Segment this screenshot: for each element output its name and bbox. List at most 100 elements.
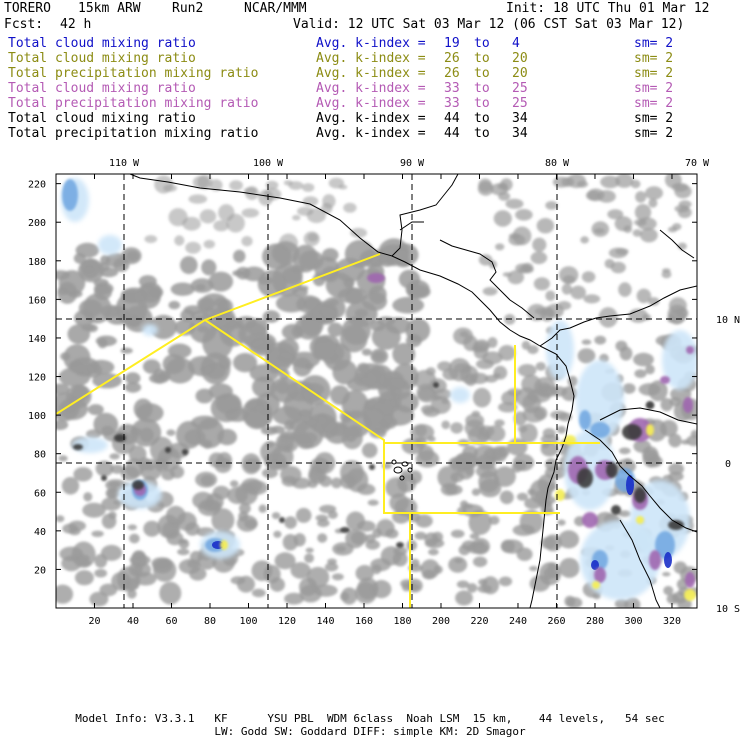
island-outline — [407, 467, 413, 473]
cloud-blob — [202, 440, 213, 449]
cloud-blob — [518, 265, 534, 274]
legend-field: Total cloud mixing ratio — [8, 51, 196, 66]
cloud-field — [56, 174, 697, 608]
legend-sm: sm= 2 — [634, 51, 674, 66]
cloud-blob — [677, 206, 692, 219]
cloud-blob — [58, 397, 88, 420]
cloud-blob — [552, 176, 571, 188]
cloud-blob — [197, 499, 221, 516]
y-tick-label: 120 — [28, 373, 46, 384]
cloud-blob — [604, 258, 615, 269]
dark-cloud-core — [279, 517, 285, 523]
cloud-blob — [471, 410, 481, 417]
cloud-blob — [533, 277, 551, 291]
cloud-blob — [668, 463, 685, 475]
x-tick-label: 100 — [239, 616, 257, 627]
cloud-blob — [139, 427, 154, 443]
legend-to: 25 — [512, 81, 528, 96]
cloud-blob — [284, 516, 297, 529]
cloud-blob — [508, 234, 526, 246]
domain-boundary — [204, 319, 560, 514]
cloud-blob — [540, 502, 553, 515]
cloud-blob — [261, 426, 278, 436]
x-tick-label: 280 — [586, 616, 604, 627]
cloud-blob — [378, 376, 403, 402]
cloud-blob — [645, 364, 655, 375]
cloud-blob — [275, 294, 307, 313]
cloud-blob — [283, 390, 314, 422]
cloud-blob — [183, 305, 203, 315]
cloud-blob — [142, 359, 161, 374]
cloud-blob — [530, 251, 548, 265]
cloud-blob — [556, 425, 567, 434]
coastline — [599, 407, 697, 425]
legend-sm: sm= 2 — [634, 111, 674, 126]
cloud-blob — [581, 271, 596, 283]
cloud-blob — [251, 588, 266, 598]
cloud-blob — [498, 191, 511, 201]
cloud-blob — [86, 429, 101, 440]
cloud-blob — [302, 183, 315, 192]
coastline — [129, 174, 459, 257]
cloud-blob — [357, 362, 370, 373]
purple-patch — [367, 273, 385, 283]
cloud-blob — [241, 236, 253, 247]
x-tick-label: 260 — [547, 616, 565, 627]
cloud-blob — [82, 502, 106, 518]
cloud-blob — [505, 198, 524, 209]
cloud-blob — [355, 565, 374, 582]
cloud-blob — [305, 547, 314, 553]
cloud-blob — [87, 404, 104, 416]
cloud-blob — [472, 556, 488, 568]
purple-patch — [582, 512, 598, 528]
cloud-blob — [73, 253, 86, 264]
cloud-blob — [478, 578, 488, 586]
cloud-blob — [263, 564, 281, 584]
light-blue-patch — [450, 387, 470, 403]
legend-from: 19 — [444, 36, 460, 51]
x-tick-label: 180 — [393, 616, 411, 627]
cloud-blob — [242, 397, 273, 430]
cloud-blob — [499, 490, 514, 505]
cloud-blob — [566, 597, 583, 608]
cloud-blob — [120, 347, 133, 354]
cloud-blob — [558, 530, 580, 549]
coastline — [391, 255, 541, 347]
cloud-blob — [638, 383, 661, 396]
cloud-blob — [262, 310, 280, 323]
cloud-blob — [467, 583, 478, 593]
dark-blue-patch — [664, 552, 672, 568]
x-tick-label: 60 — [165, 616, 177, 627]
cloud-blob — [113, 500, 123, 505]
cloud-blob — [108, 511, 117, 520]
cloud-blob — [545, 458, 558, 471]
cloud-blob — [487, 337, 498, 348]
cloud-blob — [392, 509, 410, 524]
cloud-blob — [241, 453, 261, 475]
x-tick-label: 220 — [470, 616, 488, 627]
cloud-blob — [109, 453, 120, 460]
cloud-blob — [367, 499, 379, 506]
cloud-blob — [630, 179, 641, 189]
cloud-blob — [469, 372, 489, 384]
cloud-blob — [614, 598, 629, 608]
cloud-blob — [210, 394, 243, 423]
cloud-blob — [661, 270, 672, 279]
cloud-blob — [521, 374, 542, 394]
legend-from: 33 — [444, 81, 460, 96]
cloud-blob — [161, 521, 181, 539]
cloud-blob — [304, 553, 314, 563]
x-tick-label: 300 — [624, 616, 642, 627]
cloud-blob — [138, 275, 157, 288]
model-resolution: 15km ARW — [78, 1, 141, 16]
cloud-blob — [308, 465, 324, 482]
cloud-blob — [618, 282, 632, 297]
island-outline — [399, 475, 405, 481]
cloud-blob — [476, 433, 491, 441]
cloud-blob — [260, 441, 282, 463]
legend-index-label: Avg. k-index = — [316, 126, 426, 141]
cloud-blob — [471, 488, 481, 496]
cloud-blob — [519, 509, 544, 535]
cloud-blob — [257, 269, 288, 298]
legend-index-label: Avg. k-index = — [316, 111, 426, 126]
